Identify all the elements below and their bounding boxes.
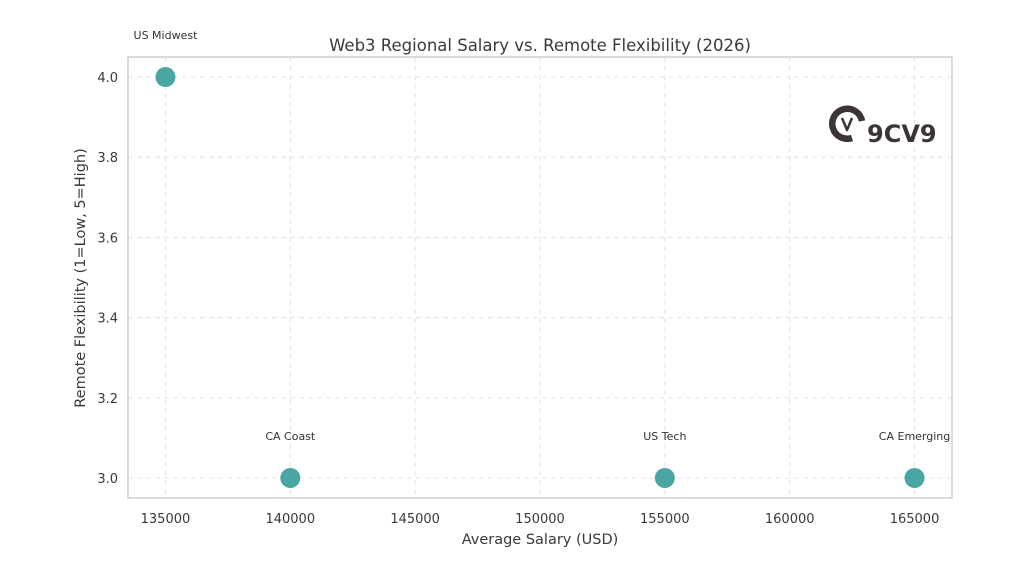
watermark-text: 9CV9 [867,120,937,148]
x-tick-label: 150000 [515,512,565,527]
point-label: US Tech [643,430,686,443]
point-marker [904,467,925,488]
grid-lines [128,57,952,498]
point-label: CA Coast [265,430,316,443]
x-tick-label: 160000 [765,512,815,527]
x-tick-label: 165000 [890,512,940,527]
data-point: CA Emerging [879,430,950,488]
x-tick-label: 145000 [390,512,440,527]
data-points: US Midwest CA Coast US Tech CA Emerging [134,29,950,488]
data-point: US Tech [643,430,686,488]
y-tick-label: 3.0 [97,472,118,487]
y-tick-label: 3.2 [97,392,118,407]
point-marker [280,467,301,488]
y-axis-label: Remote Flexibility (1=Low, 5=High) [73,148,89,408]
point-marker [654,467,675,488]
y-tick-label: 3.6 [97,231,118,246]
x-axis-label: Average Salary (USD) [462,532,619,548]
9cv9-logo-icon [829,105,866,142]
plot-frame [127,56,953,499]
x-tick-label: 140000 [265,512,315,527]
chart-title: Web3 Regional Salary vs. Remote Flexibil… [329,36,751,55]
point-label: CA Emerging [879,430,950,443]
y-tick-label: 3.8 [97,151,118,166]
data-point: CA Coast [265,430,316,488]
x-axis-ticks: 135000 140000 145000 150000 155000 160000 1650… [141,512,940,527]
y-axis-ticks: 3.0 3.2 3.4 3.6 3.8 4.0 [97,71,118,487]
x-tick-label: 135000 [141,512,191,527]
data-point: US Midwest [134,29,199,88]
point-label: US Midwest [134,29,199,42]
y-tick-label: 3.4 [97,312,118,327]
y-tick-label: 4.0 [97,71,118,86]
point-marker [155,67,176,88]
x-tick-label: 155000 [640,512,690,527]
watermark-logo: 9CV9 [829,105,937,148]
